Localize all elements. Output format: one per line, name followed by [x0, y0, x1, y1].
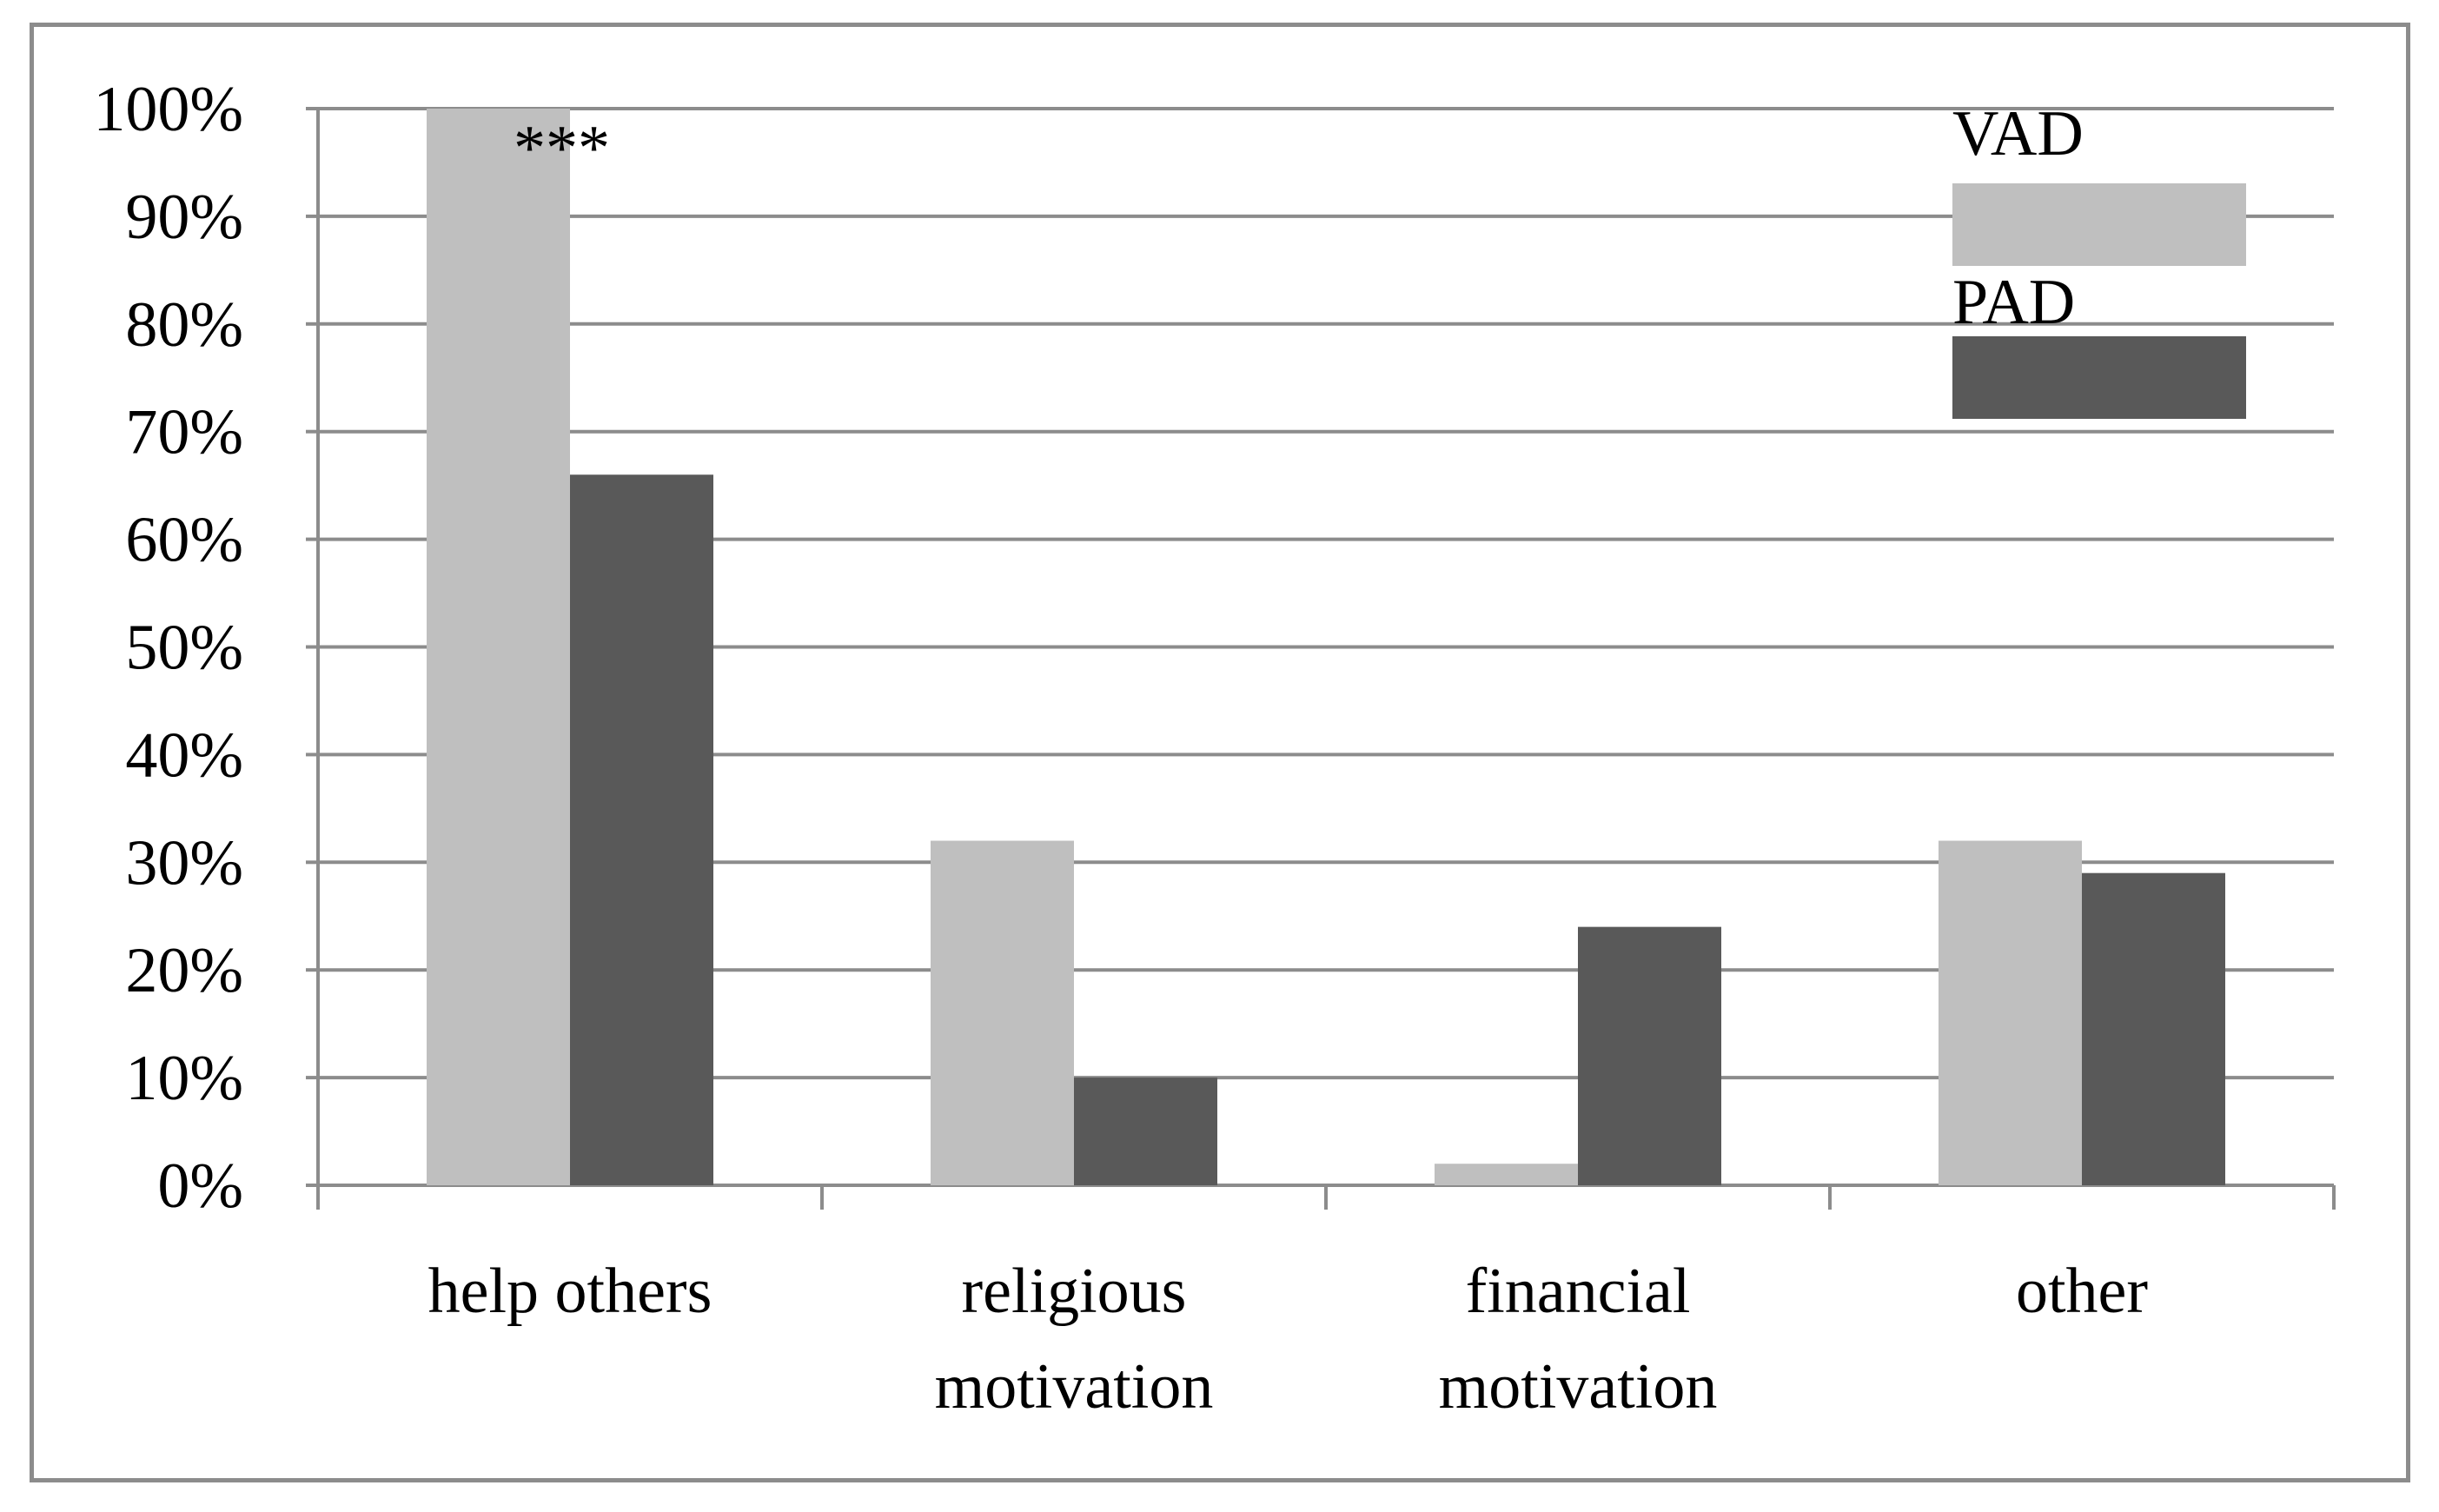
- y-tick-label: 0%: [157, 1151, 243, 1222]
- x-category-label: help others: [428, 1256, 712, 1327]
- x-category-label: motivation: [1439, 1351, 1718, 1422]
- y-tick-label: 10%: [125, 1043, 243, 1114]
- legend-swatch-pad: [1952, 336, 2246, 419]
- y-tick-label: 50%: [125, 613, 243, 684]
- legend-label-pad: PAD: [1952, 267, 2075, 338]
- y-tick-label: 60%: [125, 505, 243, 576]
- y-tick-label: 90%: [125, 182, 243, 253]
- bar-vad-0: [427, 109, 570, 1185]
- bar-pad-3: [2082, 872, 2225, 1185]
- bar-pad-0: [570, 474, 713, 1185]
- x-category-label: motivation: [935, 1351, 1214, 1422]
- y-tick-label: 20%: [125, 935, 243, 1006]
- chart-frame: [30, 23, 2410, 1482]
- bar-vad-1: [931, 840, 1074, 1185]
- bar-vad-2: [1435, 1164, 1578, 1185]
- legend-label-vad: VAD: [1952, 98, 2084, 169]
- y-tick-label: 70%: [125, 397, 243, 468]
- x-category-label: financial: [1466, 1256, 1691, 1327]
- bar-pad-1: [1074, 1078, 1217, 1185]
- significance-annotation: ***: [514, 113, 610, 184]
- y-tick-label: 30%: [125, 827, 243, 899]
- x-category-label: other: [2016, 1256, 2148, 1327]
- x-category-label: religious: [962, 1256, 1187, 1327]
- y-tick-label: 40%: [125, 720, 243, 791]
- bar-vad-3: [1939, 840, 2082, 1185]
- y-tick-label: 80%: [125, 289, 243, 361]
- y-tick-label: 100%: [93, 74, 243, 145]
- bar-pad-2: [1578, 926, 1721, 1185]
- legend-swatch-vad: [1952, 183, 2246, 266]
